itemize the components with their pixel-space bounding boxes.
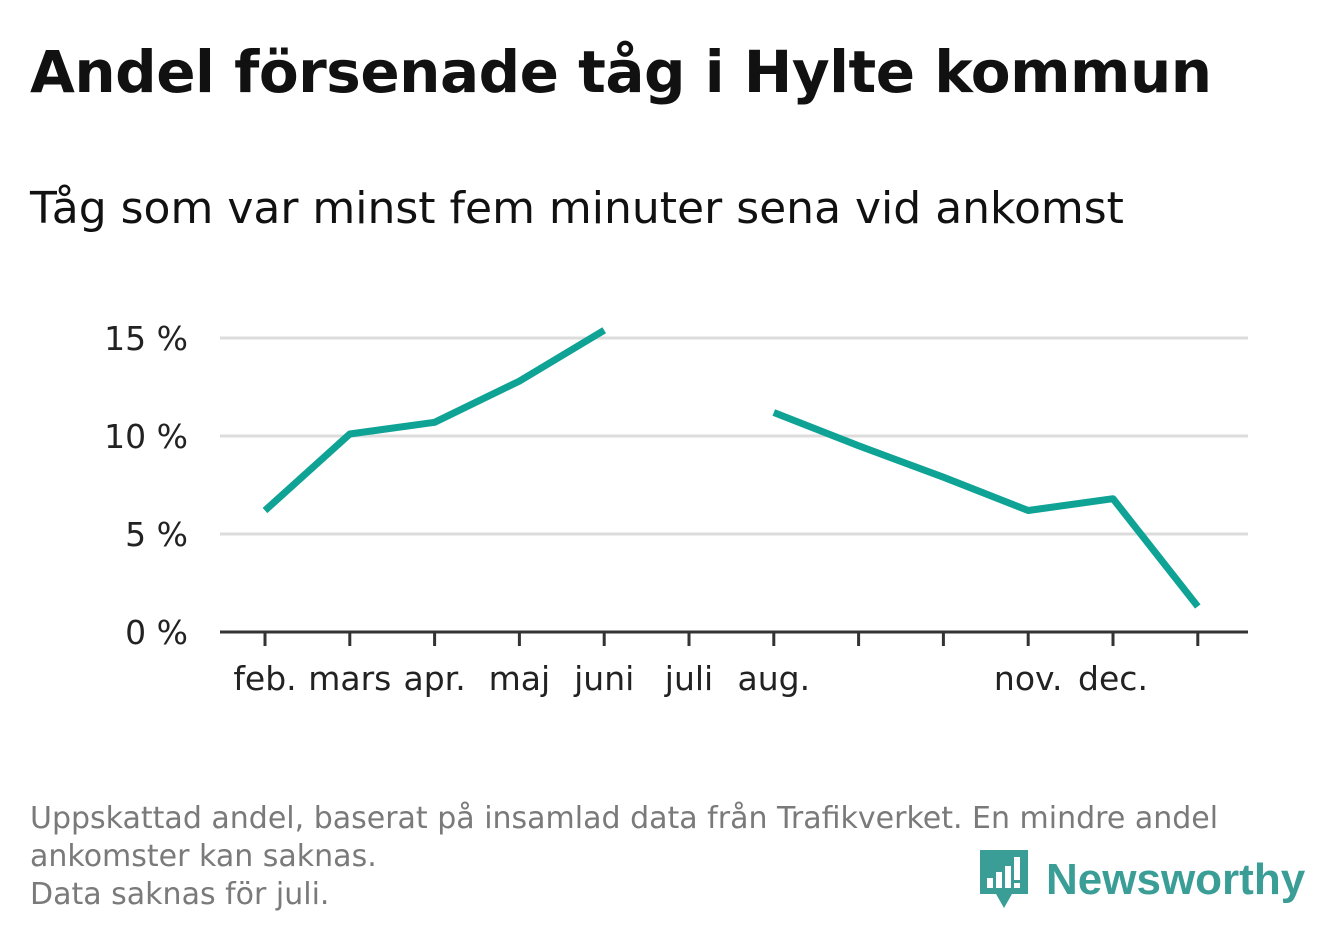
x-tick-label: juni — [573, 659, 634, 698]
x-tick-label: nov. — [994, 659, 1063, 698]
series-lines — [262, 327, 1201, 609]
x-tick-label: maj — [489, 659, 551, 698]
x-tick-label: juli — [664, 659, 713, 698]
x-tick-label: mars — [308, 659, 391, 698]
y-axis-tick-labels: 0 % 5 % 10 % 15 % — [104, 319, 188, 652]
x-tick-label: aug. — [738, 659, 811, 698]
footnote-line-2: ankomster kan saknas. — [30, 839, 377, 874]
series-line-segment-2 — [772, 409, 1201, 609]
footnote-line-1: Uppskattad andel, baserat på insamlad da… — [30, 801, 1219, 836]
brand-logo: Newsworthy — [980, 850, 1305, 910]
y-tick-label: 5 % — [125, 515, 188, 554]
x-tick-label: apr. — [403, 659, 465, 698]
grid-lines — [220, 336, 1248, 536]
x-axis — [220, 630, 1248, 646]
y-tick-label: 15 % — [104, 319, 188, 358]
newsworthy-logo-icon — [980, 850, 1028, 908]
x-tick-label: dec. — [1078, 659, 1148, 698]
footnote: Uppskattad andel, baserat på insamlad da… — [30, 800, 1280, 914]
brand-name: Newsworthy — [1046, 855, 1306, 904]
line-chart: 0 % 5 % 10 % 15 % feb. mars apr. maj juni juli au… — [104, 319, 1248, 698]
y-tick-label: 10 % — [104, 417, 188, 456]
x-axis-tick-labels: feb. mars apr. maj juni juli aug. nov. dec. — [233, 659, 1148, 698]
series-line-segment-1 — [262, 327, 607, 514]
y-tick-label: 0 % — [125, 613, 188, 652]
chart-subtitle: Tåg som var minst fem minuter sena vid a… — [30, 183, 1124, 234]
chart-title: Andel försenade tåg i Hylte kommun — [30, 38, 1212, 106]
x-tick-label: feb. — [233, 659, 296, 698]
footnote-line-3: Data saknas för juli. — [30, 877, 330, 912]
